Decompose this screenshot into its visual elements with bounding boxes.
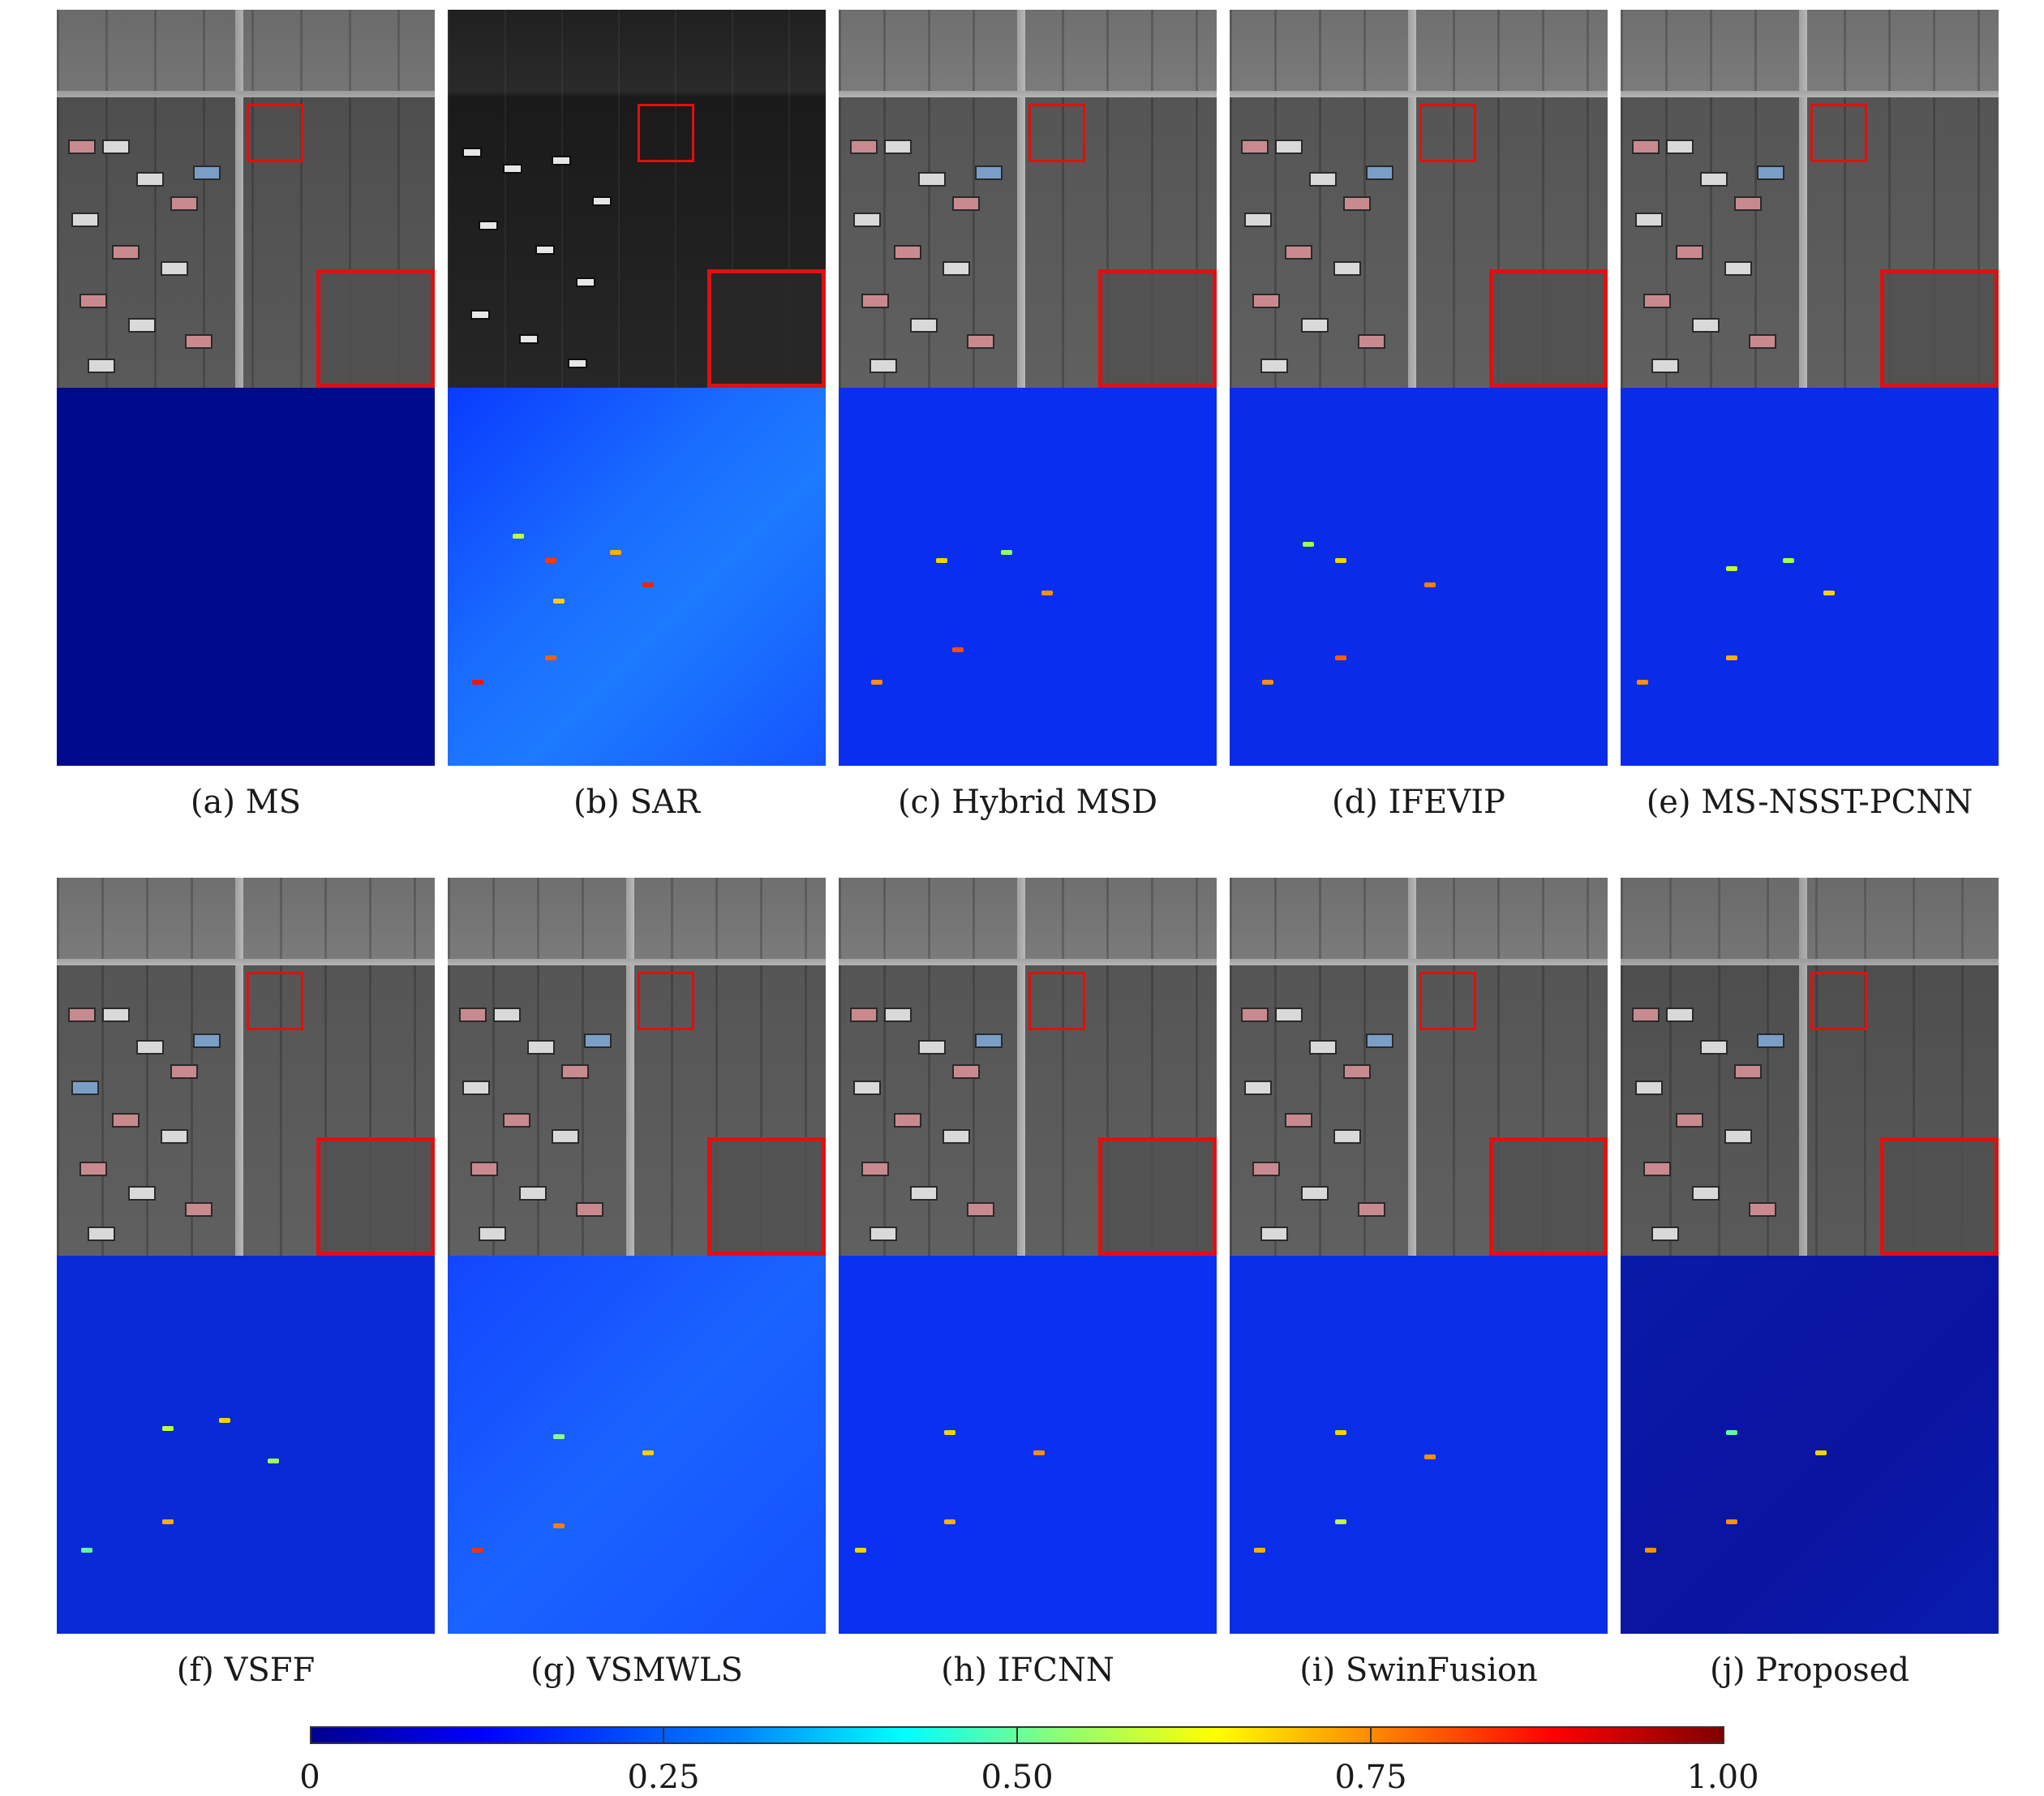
colorbar-tick-mark (1016, 1726, 1018, 1744)
village-area (63, 123, 238, 383)
zoom-inset (316, 269, 435, 388)
village-area (1627, 123, 1801, 383)
sar-error-map (448, 388, 826, 766)
hybrid-msd-error-map (839, 388, 1217, 766)
caption-ms: (a) MS (190, 784, 302, 821)
ifevip-fused-image (1230, 10, 1608, 388)
village-area (845, 123, 1020, 383)
colorbar-tick-label: 0.25 (627, 1759, 700, 1796)
ms-error-map (57, 388, 435, 766)
ifcnn-error-map (839, 1256, 1217, 1634)
zoom-inset (1489, 1137, 1608, 1256)
caption-ifcnn: (h) IFCNN (941, 1652, 1114, 1689)
village-area (1236, 123, 1411, 383)
zoom-inset (707, 1137, 826, 1256)
sar-image (448, 10, 826, 388)
ms-nsst-pcnn-fused-image (1621, 10, 1999, 388)
caption-vsmwls: (g) VSMWLS (530, 1652, 743, 1689)
caption-hybrid-msd: (c) Hybrid MSD (897, 784, 1158, 821)
zoom-region-marker (247, 104, 303, 162)
zoom-region-marker (1028, 104, 1085, 162)
ms-nsst-pcnn-error-map (1621, 388, 1999, 766)
village-area (1627, 991, 1801, 1251)
village-area (454, 123, 629, 383)
zoom-inset (1489, 269, 1608, 388)
vsff-fused-image (57, 878, 435, 1256)
colorbar-tick-mark (1370, 1726, 1372, 1744)
caption-sar: (b) SAR (573, 784, 700, 821)
vsmwls-fused-image (448, 878, 826, 1256)
caption-vsff: (f) VSFF (176, 1652, 316, 1689)
zoom-region-marker (1810, 972, 1867, 1030)
caption-ifevip: (d) IFEVIP (1332, 784, 1505, 821)
ifevip-error-map (1230, 388, 1608, 766)
zoom-region-marker (1419, 972, 1476, 1030)
zoom-region-marker (1419, 104, 1476, 162)
zoom-inset (1880, 269, 1999, 388)
zoom-region-marker (1028, 972, 1085, 1030)
caption-ms-nsst-pcnn: (e) MS-NSST-PCNN (1646, 784, 1973, 821)
zoom-inset (1880, 1137, 1999, 1256)
hybrid-msd-fused-image (839, 10, 1217, 388)
zoom-region-marker (1810, 104, 1867, 162)
ifcnn-fused-image (839, 878, 1217, 1256)
zoom-region-marker (247, 972, 303, 1030)
colorbar-tick-mark (663, 1726, 664, 1744)
village-area (63, 991, 238, 1251)
caption-swinfusion: (i) SwinFusion (1299, 1652, 1538, 1689)
swinfusion-error-map (1230, 1256, 1608, 1634)
swinfusion-fused-image (1230, 878, 1608, 1256)
proposed-error-map (1621, 1256, 1999, 1634)
vsff-error-map (57, 1256, 435, 1634)
zoom-region-marker (638, 104, 694, 162)
zoom-inset (1098, 269, 1217, 388)
zoom-region-marker (638, 972, 694, 1030)
zoom-inset (1098, 1137, 1217, 1256)
colorbar-tick-label: 0.50 (981, 1759, 1054, 1796)
ms-aerial-image (57, 10, 435, 388)
zoom-inset (316, 1137, 435, 1256)
village-area (1236, 991, 1411, 1251)
colorbar-tick-label: 1.00 (1686, 1759, 1759, 1796)
colorbar-tick-label: 0 (299, 1759, 320, 1796)
proposed-fused-image (1621, 878, 1999, 1256)
zoom-inset (707, 269, 826, 388)
vsmwls-error-map (448, 1256, 826, 1634)
village-area (845, 991, 1020, 1251)
colorbar-tick-label: 0.75 (1334, 1759, 1407, 1796)
caption-proposed: (j) Proposed (1710, 1652, 1909, 1689)
village-area (454, 991, 629, 1251)
